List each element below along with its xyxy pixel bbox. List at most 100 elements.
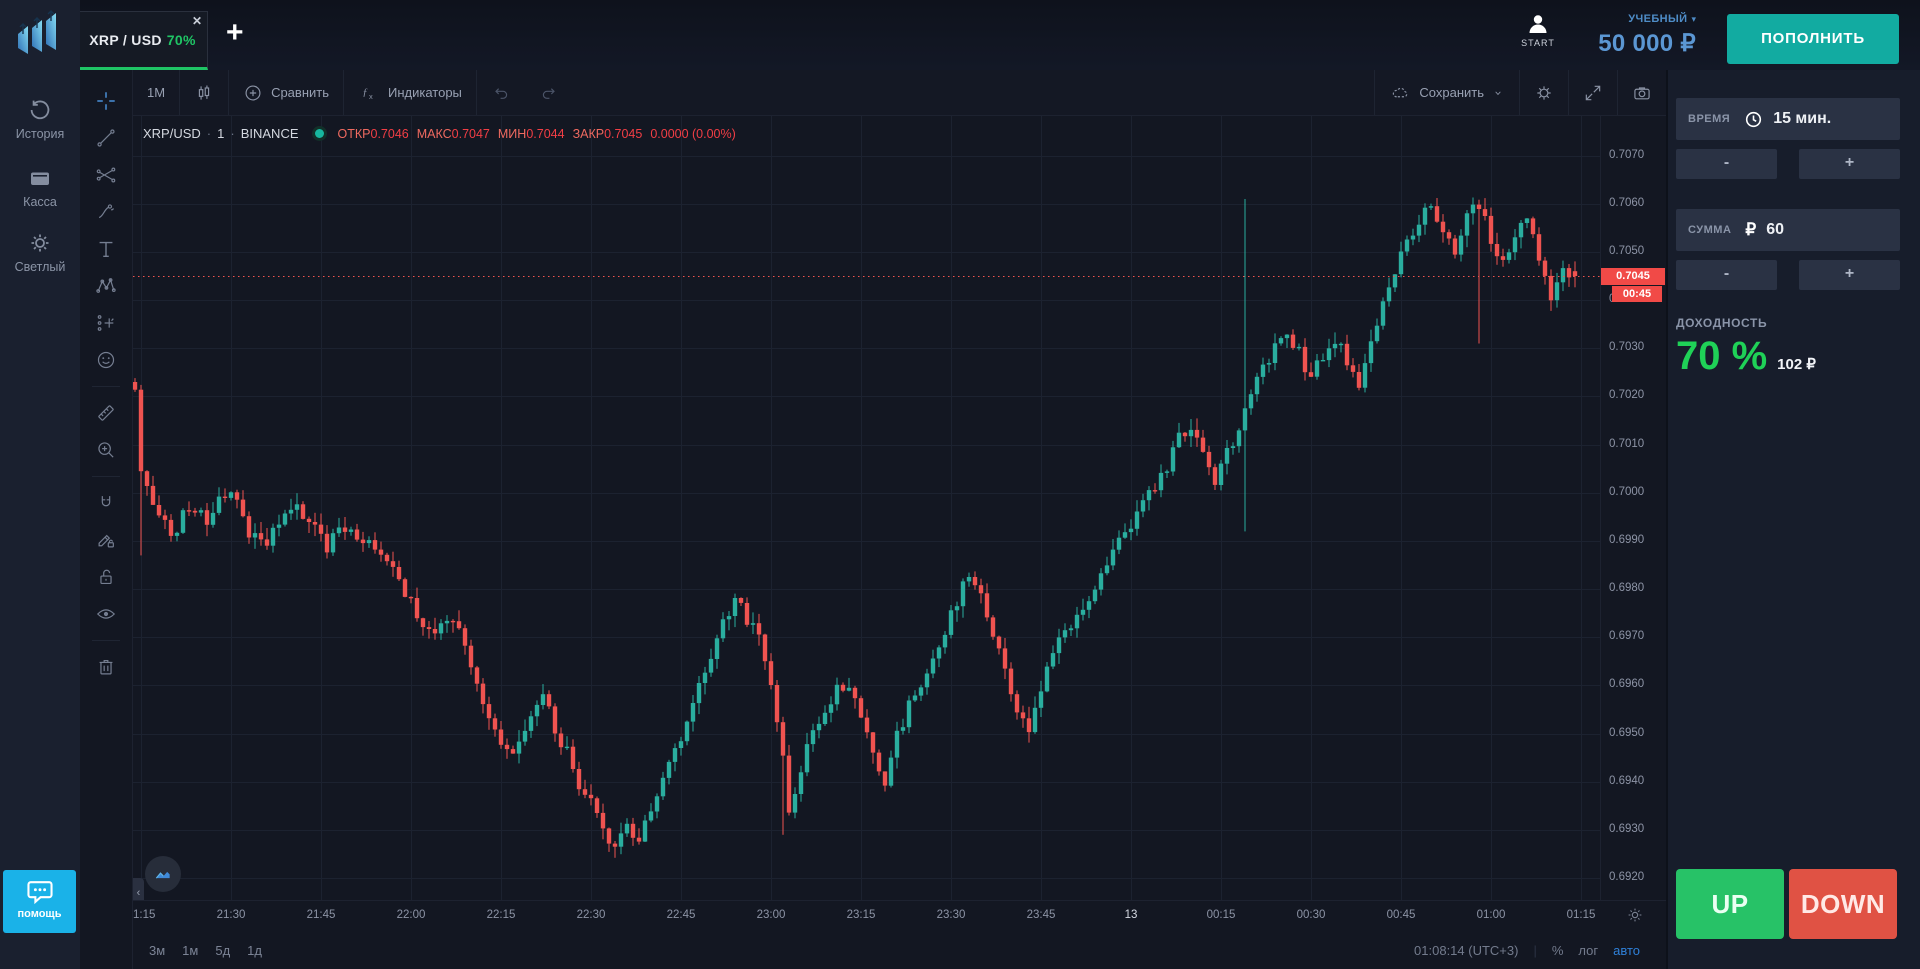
time-tick: 21:45 (306, 909, 336, 921)
exchange-watermark-logo[interactable] (145, 856, 181, 892)
collapse-toolbar-handle[interactable]: ‹ (133, 878, 144, 900)
time-tick: 00:30 (1296, 909, 1326, 921)
price-tick: 0.7000 (1609, 485, 1645, 498)
amount-field[interactable]: СУММА ₽ 60 (1676, 209, 1900, 251)
legend-high: 0.7047 (451, 127, 490, 141)
trade-countdown-label: 00:45 (1612, 286, 1662, 303)
legend-change: 0.0000 (0.00%) (650, 126, 736, 141)
remove-all-icon[interactable] (91, 652, 121, 682)
fullscreen-button[interactable] (1568, 70, 1617, 115)
range-button[interactable]: 1д (247, 943, 262, 958)
sun-settings-icon (1628, 908, 1642, 922)
trade-panel: ВРЕМЯ 15 мин. - + СУММА ₽ 60 - + ДОХОДНО… (1666, 70, 1920, 969)
time-axis[interactable]: 21:15 21:30 21:45 22:00 22:15 22:30 22:45 23:00… (133, 900, 1666, 932)
legend-interval: 1 (217, 126, 225, 141)
chart-plot-area[interactable]: XRP/USD · 1 · BINANCE ОТКР0.7046 МАКС0.7… (133, 116, 1600, 900)
legend-symbol[interactable]: XRP/USD (143, 126, 201, 141)
time-field-label: ВРЕМЯ (1688, 113, 1731, 125)
magnet-icon[interactable] (91, 488, 121, 518)
chat-bubble-icon (26, 881, 53, 905)
drawing-mode-lock-icon[interactable] (91, 525, 121, 555)
indicators-button[interactable]: ƒ x Индикаторы (344, 70, 477, 115)
sidebar-item-cashier[interactable]: Касса (0, 166, 80, 209)
amount-plus-button[interactable]: + (1799, 260, 1900, 290)
text-tool-icon[interactable] (91, 234, 121, 264)
range-button[interactable]: 3м (149, 943, 166, 958)
time-axis-settings-button[interactable] (1626, 906, 1644, 924)
price-axis[interactable]: 0.70700.70600.70500.70400.70300.70200.70… (1600, 116, 1666, 900)
app-logo[interactable] (15, 8, 61, 60)
redo-icon (542, 87, 555, 99)
gann-fib-lines-icon[interactable] (91, 160, 121, 190)
account-type: УЧЕБНЫЙ (1628, 13, 1688, 25)
range-button[interactable]: 1м (182, 943, 199, 958)
trend-line-icon[interactable] (91, 123, 121, 153)
time-plus-button[interactable]: + (1799, 149, 1900, 179)
account-switcher[interactable]: УЧЕБНЫЙ ▾ 50 000 ₽ (1556, 9, 1696, 58)
circle-plus-icon (245, 84, 261, 101)
percent-scale-button[interactable]: % (1551, 943, 1564, 958)
screenshot-button[interactable] (1617, 70, 1666, 115)
brush-icon[interactable] (91, 197, 121, 227)
price-tick: 0.6930 (1609, 822, 1645, 835)
price-tick: 0.7010 (1609, 437, 1645, 450)
time-minus-button[interactable]: - (1676, 149, 1777, 179)
time-tick-date: 13 (1124, 909, 1138, 921)
compare-button[interactable]: Сравнить (229, 70, 344, 115)
range-button[interactable]: 5д (215, 943, 231, 958)
account-balance: 50 000 ₽ (1598, 30, 1696, 57)
compare-label: Сравнить (271, 85, 329, 100)
time-field[interactable]: ВРЕМЯ 15 мин. (1676, 98, 1900, 140)
toolbar-separator (92, 386, 120, 387)
chart-clock[interactable]: 01:08:14 (UTC+3) (1414, 943, 1519, 958)
up-button[interactable]: UP (1676, 869, 1784, 939)
asset-tab-payout: 70% (166, 31, 196, 48)
undo-button[interactable] (477, 70, 525, 115)
time-tick: 22:15 (486, 909, 516, 921)
candlestick-chart[interactable] (133, 116, 1600, 900)
time-tick: 22:30 (576, 909, 606, 921)
range-buttons: 3м 1м 5д 1д (149, 943, 262, 958)
amount-field-value: 60 (1766, 221, 1785, 238)
sidebar-item-history[interactable]: История (0, 98, 80, 141)
cloud-save-icon (1393, 87, 1408, 97)
close-tab-icon[interactable]: ✕ (191, 14, 202, 28)
undo-icon (495, 87, 508, 99)
ruler-icon[interactable] (91, 398, 121, 428)
interval-button[interactable]: 1M (133, 70, 181, 115)
crosshair-icon[interactable] (91, 86, 121, 116)
price-tick: 0.6940 (1609, 774, 1645, 787)
zoom-in-icon[interactable] (91, 435, 121, 465)
lock-all-icon[interactable] (91, 562, 121, 592)
chart-settings-button[interactable] (1519, 70, 1568, 115)
time-tick: 23:15 (846, 909, 876, 921)
payout-profit: 102 ₽ (1777, 356, 1816, 373)
auto-scale-button[interactable]: авто (1613, 943, 1640, 958)
profile-button[interactable]: START (1516, 12, 1560, 48)
chevron-down-icon (1495, 91, 1501, 95)
sidebar-item-label: Светлый (14, 260, 66, 274)
light-theme-icon (31, 234, 49, 252)
emoji-tool-icon[interactable] (91, 345, 121, 375)
save-layout-button[interactable]: Сохранить (1374, 70, 1519, 115)
forecast-tool-icon[interactable] (91, 308, 121, 338)
divider: | (1533, 943, 1537, 958)
time-tick: 22:45 (666, 909, 696, 921)
hide-all-icon[interactable] (91, 599, 121, 629)
camera-icon (1634, 86, 1650, 99)
log-scale-button[interactable]: лог (1578, 943, 1599, 958)
amount-minus-button[interactable]: - (1676, 260, 1777, 290)
asset-tab[interactable]: XRP / USD 70% ✕ (77, 11, 208, 70)
market-status-icon[interactable] (314, 129, 324, 138)
deposit-button[interactable]: ПОПОЛНИТЬ (1727, 14, 1899, 64)
time-tick: 00:45 (1386, 909, 1416, 921)
down-button[interactable]: DOWN (1789, 869, 1897, 939)
price-tick: 0.6960 (1609, 678, 1645, 691)
sidebar-item-theme[interactable]: Светлый (0, 231, 80, 274)
redo-button[interactable] (525, 70, 573, 115)
add-tab-button[interactable]: + (226, 16, 244, 49)
xabcd-pattern-icon[interactable] (91, 271, 121, 301)
help-button[interactable]: помощь (3, 870, 76, 933)
chart-style-button[interactable] (180, 70, 230, 115)
interval-label: 1M (147, 85, 166, 100)
